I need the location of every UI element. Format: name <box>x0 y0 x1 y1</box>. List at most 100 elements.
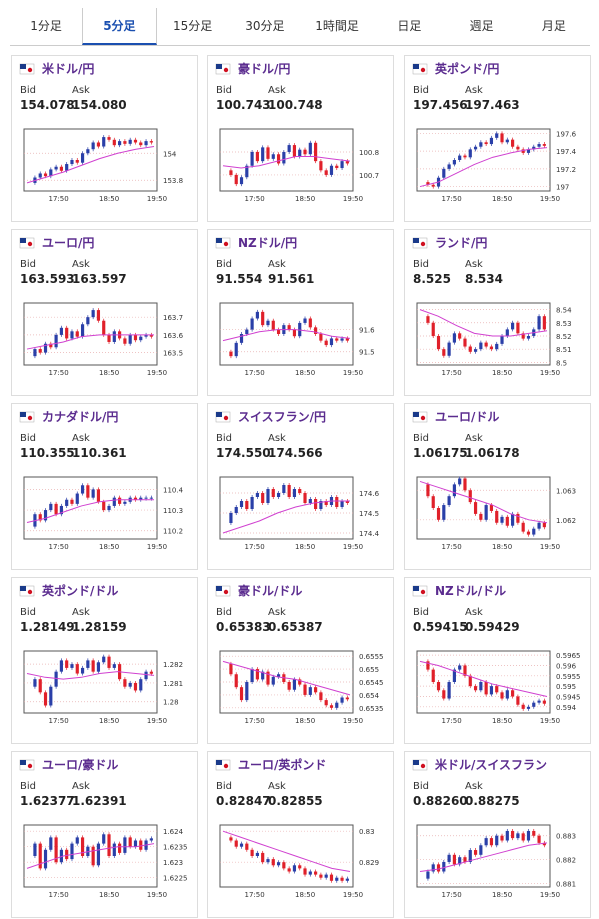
candle <box>505 690 509 699</box>
flag <box>20 586 26 591</box>
pair-title[interactable]: 英ポンド/円 <box>435 61 499 76</box>
y-tick-label: 0.6545 <box>359 679 384 687</box>
rate-card[interactable]: カナダドル/円 Bid Ask 110.355 110.361 110.4 110.3 110… <box>11 403 198 570</box>
y-tick-label: 0.6535 <box>359 705 384 713</box>
candle <box>144 497 148 499</box>
tab[interactable]: 月足 <box>541 19 566 33</box>
rate-card[interactable]: NZドル/円 Bid Ask 91.554 91.561 91.6 91.5 17:50 18:… <box>207 229 394 396</box>
plot-frame <box>23 476 158 540</box>
rate-card[interactable]: 英ポンド/ドル Bid Ask 1.28149 1.28159 1.282 1.281 1.2… <box>11 577 198 744</box>
bid-label: Bid <box>216 259 232 270</box>
pair-title[interactable]: 英ポンド/ドル <box>42 583 118 598</box>
candle <box>505 329 509 336</box>
candle <box>431 184 435 187</box>
rate-card[interactable]: 豪ドル/ドル Bid Ask 0.65383 0.65387 0.6555 0.655 0.6… <box>207 577 394 744</box>
pair-title[interactable]: ランド/円 <box>435 236 487 250</box>
candle <box>314 499 318 509</box>
pair-title[interactable]: スイスフラン/円 <box>238 410 326 424</box>
pair-title[interactable]: 米ドル/円 <box>42 61 94 76</box>
rate-card[interactable]: ユーロ/英ポンド Bid Ask 0.82847 0.82855 0.83 0.829 17:… <box>207 751 394 918</box>
tab[interactable]: 5分足 <box>82 8 157 45</box>
flag <box>20 760 26 765</box>
rate-card[interactable]: ランド/円 Bid Ask 8.525 8.534 8.54 8.53 8.52 8.51 8.5… <box>404 229 591 396</box>
candle <box>133 682 138 691</box>
bid-value: 163.593 <box>20 272 75 286</box>
candle <box>96 662 101 672</box>
rate-card[interactable]: 英ポンド/円 Bid Ask 197.456 197.463 197.6 197.4 197.… <box>404 55 591 222</box>
candle <box>96 310 101 321</box>
rate-card[interactable]: NZドル/ドル Bid Ask 0.59415 0.59429 0.5965 0.596 0.… <box>404 577 591 744</box>
candle <box>65 660 69 668</box>
candle <box>521 522 525 532</box>
pair-title[interactable]: 豪ドル/円 <box>238 61 290 76</box>
flag <box>20 412 26 417</box>
candle <box>532 528 536 535</box>
pair-title[interactable]: カナダドル/円 <box>42 409 118 424</box>
candle <box>54 334 58 348</box>
tab[interactable]: 30分足 <box>245 19 285 33</box>
candle <box>340 161 344 169</box>
x-tick-label: 19:50 <box>343 543 363 551</box>
candle <box>33 679 37 687</box>
x-tick-label: 19:50 <box>343 891 363 899</box>
rate-card[interactable]: 豪ドル/円 Bid Ask 100.743 100.748 100.8 100.7 17:50… <box>207 55 394 222</box>
pair-title[interactable]: NZドル/ドル <box>435 584 506 598</box>
pair-title[interactable]: ユーロ/豪ドル <box>42 757 118 772</box>
candle <box>426 661 430 670</box>
candle <box>458 665 462 670</box>
tab[interactable]: 1分足 <box>30 19 62 33</box>
pair-title[interactable]: NZドル/円 <box>238 236 297 250</box>
ask-value: 0.88275 <box>465 794 520 808</box>
pair-title[interactable]: 米ドル/スイスフラン <box>435 757 547 772</box>
candle <box>271 320 275 330</box>
ask-label: Ask <box>72 259 90 270</box>
x-tick-label: 17:50 <box>244 717 264 725</box>
y-tick-label: 1.28 <box>163 699 179 707</box>
x-tick-label: 19:50 <box>147 717 167 725</box>
flag <box>216 412 222 417</box>
candle <box>128 139 132 144</box>
candle <box>234 342 238 357</box>
y-tick-label: 1.063 <box>556 487 576 495</box>
candle <box>139 679 143 691</box>
candle <box>133 840 138 847</box>
candle <box>102 501 106 511</box>
candle <box>144 334 148 337</box>
y-tick-label: 197.4 <box>556 148 577 156</box>
rate-card[interactable]: ユーロ/円 Bid Ask 163.593 163.597 163.7 163.6 163.5… <box>11 229 198 396</box>
candle <box>91 142 95 150</box>
rate-card[interactable]: 米ドル/スイスフラン Bid Ask 0.88260 0.88275 0.883 0.882… <box>404 751 591 918</box>
candle <box>463 338 467 347</box>
candle <box>500 692 504 699</box>
tab[interactable]: 週足 <box>469 19 494 33</box>
rate-card[interactable]: ユーロ/豪ドル Bid Ask 1.62377 1.62391 1.624 1.6235 1.… <box>11 751 198 918</box>
pair-title[interactable]: 豪ドル/ドル <box>238 583 302 598</box>
y-tick-label: 154 <box>163 150 177 158</box>
x-tick-label: 17:50 <box>48 891 68 899</box>
pair-title[interactable]: ユーロ/円 <box>42 236 94 250</box>
candle <box>91 846 95 866</box>
candle <box>458 333 462 339</box>
rate-card[interactable]: スイスフラン/円 Bid Ask 174.550 174.566 174.6 174.5 17… <box>207 403 394 570</box>
flag <box>420 67 426 73</box>
x-tick-label: 19:50 <box>540 891 560 899</box>
candle <box>54 166 58 170</box>
candle <box>495 133 499 138</box>
tab[interactable]: 15分足 <box>172 19 213 33</box>
candle <box>102 656 106 663</box>
candle <box>139 497 143 500</box>
candle <box>70 664 74 668</box>
y-tick-label: 1.624 <box>163 828 184 836</box>
rate-card[interactable]: ユーロ/ドル Bid Ask 1.06175 1.06178 1.063 1.062 17:5… <box>404 403 591 570</box>
y-tick-label: 1.623 <box>163 859 183 867</box>
rate-card[interactable]: 米ドル/円 Bid Ask 154.078 154.080 154 153.8 17:50 18… <box>11 55 198 222</box>
x-tick-label: 17:50 <box>244 195 264 203</box>
tab[interactable]: 1時間足 <box>315 19 359 33</box>
flag <box>27 763 33 769</box>
pair-title[interactable]: ユーロ/ドル <box>435 410 499 424</box>
tab[interactable]: 日足 <box>397 19 422 33</box>
pair-title[interactable]: ユーロ/英ポンド <box>238 757 326 772</box>
